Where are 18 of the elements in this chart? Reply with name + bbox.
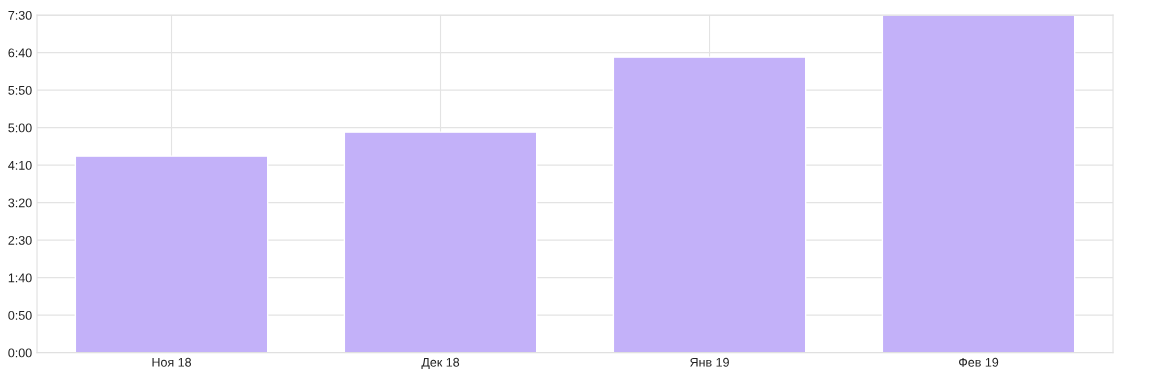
x-tick-label: Янв 19 — [690, 357, 729, 367]
y-tick-label: 5:50 — [8, 85, 32, 95]
x-tick-label: Фев 19 — [959, 357, 999, 367]
y-tick-label: 5:00 — [8, 123, 32, 133]
y-tick-label: 6:40 — [8, 48, 32, 58]
y-tick-label: 7:30 — [8, 10, 32, 20]
y-tick-label: 0:50 — [8, 310, 32, 320]
y-tick-label: 3:20 — [8, 198, 32, 208]
y-tick-label: 1:40 — [8, 273, 32, 283]
x-tick-label: Дек 18 — [421, 357, 460, 370]
y-tick-label: 4:10 — [8, 160, 32, 170]
y-tick-label: 2:30 — [8, 235, 32, 245]
bar — [74, 155, 269, 353]
bar — [612, 56, 807, 353]
x-tick-label: Ноя 18 — [152, 357, 192, 367]
bar — [881, 15, 1076, 353]
bar — [343, 131, 538, 353]
y-tick-label: 0:00 — [8, 348, 32, 358]
